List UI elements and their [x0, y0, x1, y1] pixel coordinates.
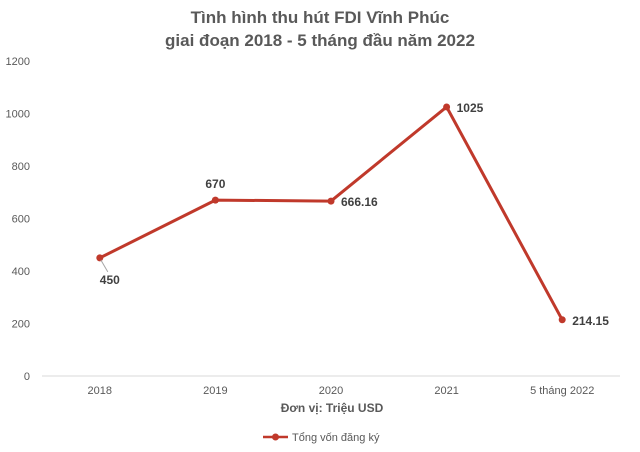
chart-title-line-1: Tình hình thu hút FDI Vĩnh Phúc [191, 8, 450, 27]
x-tick-labels: 2018 2019 2020 2021 5 tháng 2022 [88, 385, 595, 397]
data-label: 214.15 [572, 314, 609, 328]
x-tick-label: 5 tháng 2022 [530, 385, 594, 397]
legend-label: Tổng vốn đăng ký [292, 432, 380, 444]
x-tick-label: 2019 [203, 385, 227, 397]
legend-marker-icon [272, 433, 279, 441]
x-tick-label: 2020 [319, 385, 343, 397]
data-point [443, 103, 451, 111]
data-label-leader [100, 259, 109, 273]
data-label: 670 [205, 177, 225, 191]
data-point [96, 254, 104, 262]
data-label: 666.16 [341, 195, 378, 209]
y-tick-label: 0 [24, 371, 30, 383]
data-point [211, 196, 219, 204]
y-tick-label: 400 [12, 266, 30, 278]
data-label: 1025 [457, 101, 484, 115]
y-tick-label: 1000 [6, 109, 30, 121]
series-line [99, 105, 564, 321]
data-point [327, 197, 335, 205]
y-tick-label: 1200 [6, 56, 30, 68]
y-tick-label: 200 [12, 319, 30, 331]
y-tick-labels: 0 200 400 600 800 1000 1200 [6, 56, 30, 383]
x-tick-label: 2018 [88, 385, 112, 397]
chart-title-line-2: giai đoạn 2018 - 5 tháng đầu năm 2022 [165, 31, 475, 50]
y-tick-label: 800 [12, 161, 30, 173]
data-label: 450 [100, 273, 120, 287]
series-layer [96, 103, 566, 324]
y-tick-label: 600 [12, 214, 30, 226]
data-point [558, 316, 566, 324]
data-labels: 450 670 666.16 1025 214.15 [100, 101, 609, 328]
x-tick-label: 2021 [434, 385, 458, 397]
x-axis-title: Đơn vị: Triệu USD [281, 401, 384, 415]
legend: Tổng vốn đăng ký [263, 432, 380, 444]
